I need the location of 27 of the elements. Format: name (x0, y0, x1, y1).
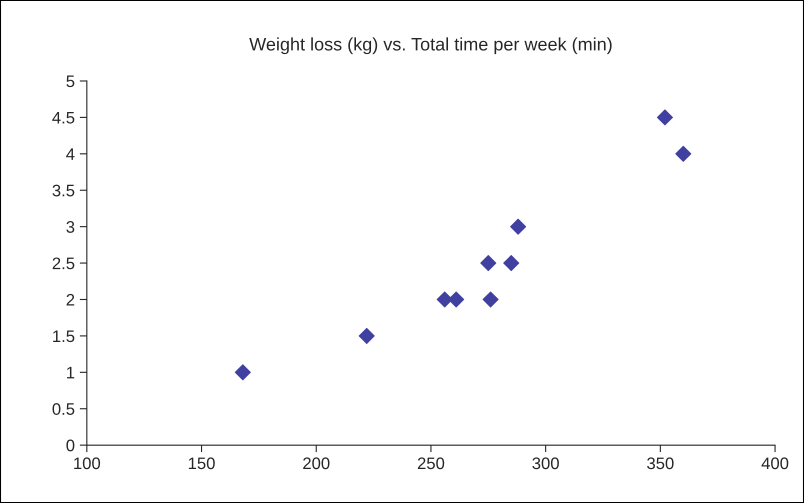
y-tick-label: 4.5 (52, 112, 74, 124)
y-tick-label: 0.5 (52, 403, 74, 415)
point (234, 364, 251, 380)
y-tick-label: 3.5 (52, 184, 74, 196)
y-tick-label: 0 (66, 440, 74, 452)
point (480, 255, 496, 272)
y-tick-label: 2 (66, 294, 74, 306)
x-tick-label: 200 (303, 457, 330, 470)
y-tick-label: 4 (66, 148, 75, 160)
y-tick-label: 5 (66, 76, 74, 88)
x-tick-label: 150 (188, 457, 215, 470)
x-tick-label: 400 (762, 457, 788, 470)
point (656, 109, 673, 126)
chart-title: Weight loss (kg) vs. Total time per week (min) (249, 37, 612, 54)
x-tick-label: 300 (532, 457, 559, 470)
y-tick-label: 2.5 (52, 257, 74, 270)
point (675, 146, 692, 162)
y-tick-label: 1.5 (53, 330, 74, 342)
y-tick-label: 3 (66, 221, 74, 233)
point (482, 291, 499, 308)
point (358, 328, 375, 344)
y-tick-label: 1 (67, 366, 74, 378)
x-tick-label: 350 (647, 457, 674, 470)
point (503, 255, 520, 272)
x-tick-label: 250 (418, 457, 444, 470)
point (510, 218, 526, 235)
x-tick-label: 100 (74, 457, 100, 470)
